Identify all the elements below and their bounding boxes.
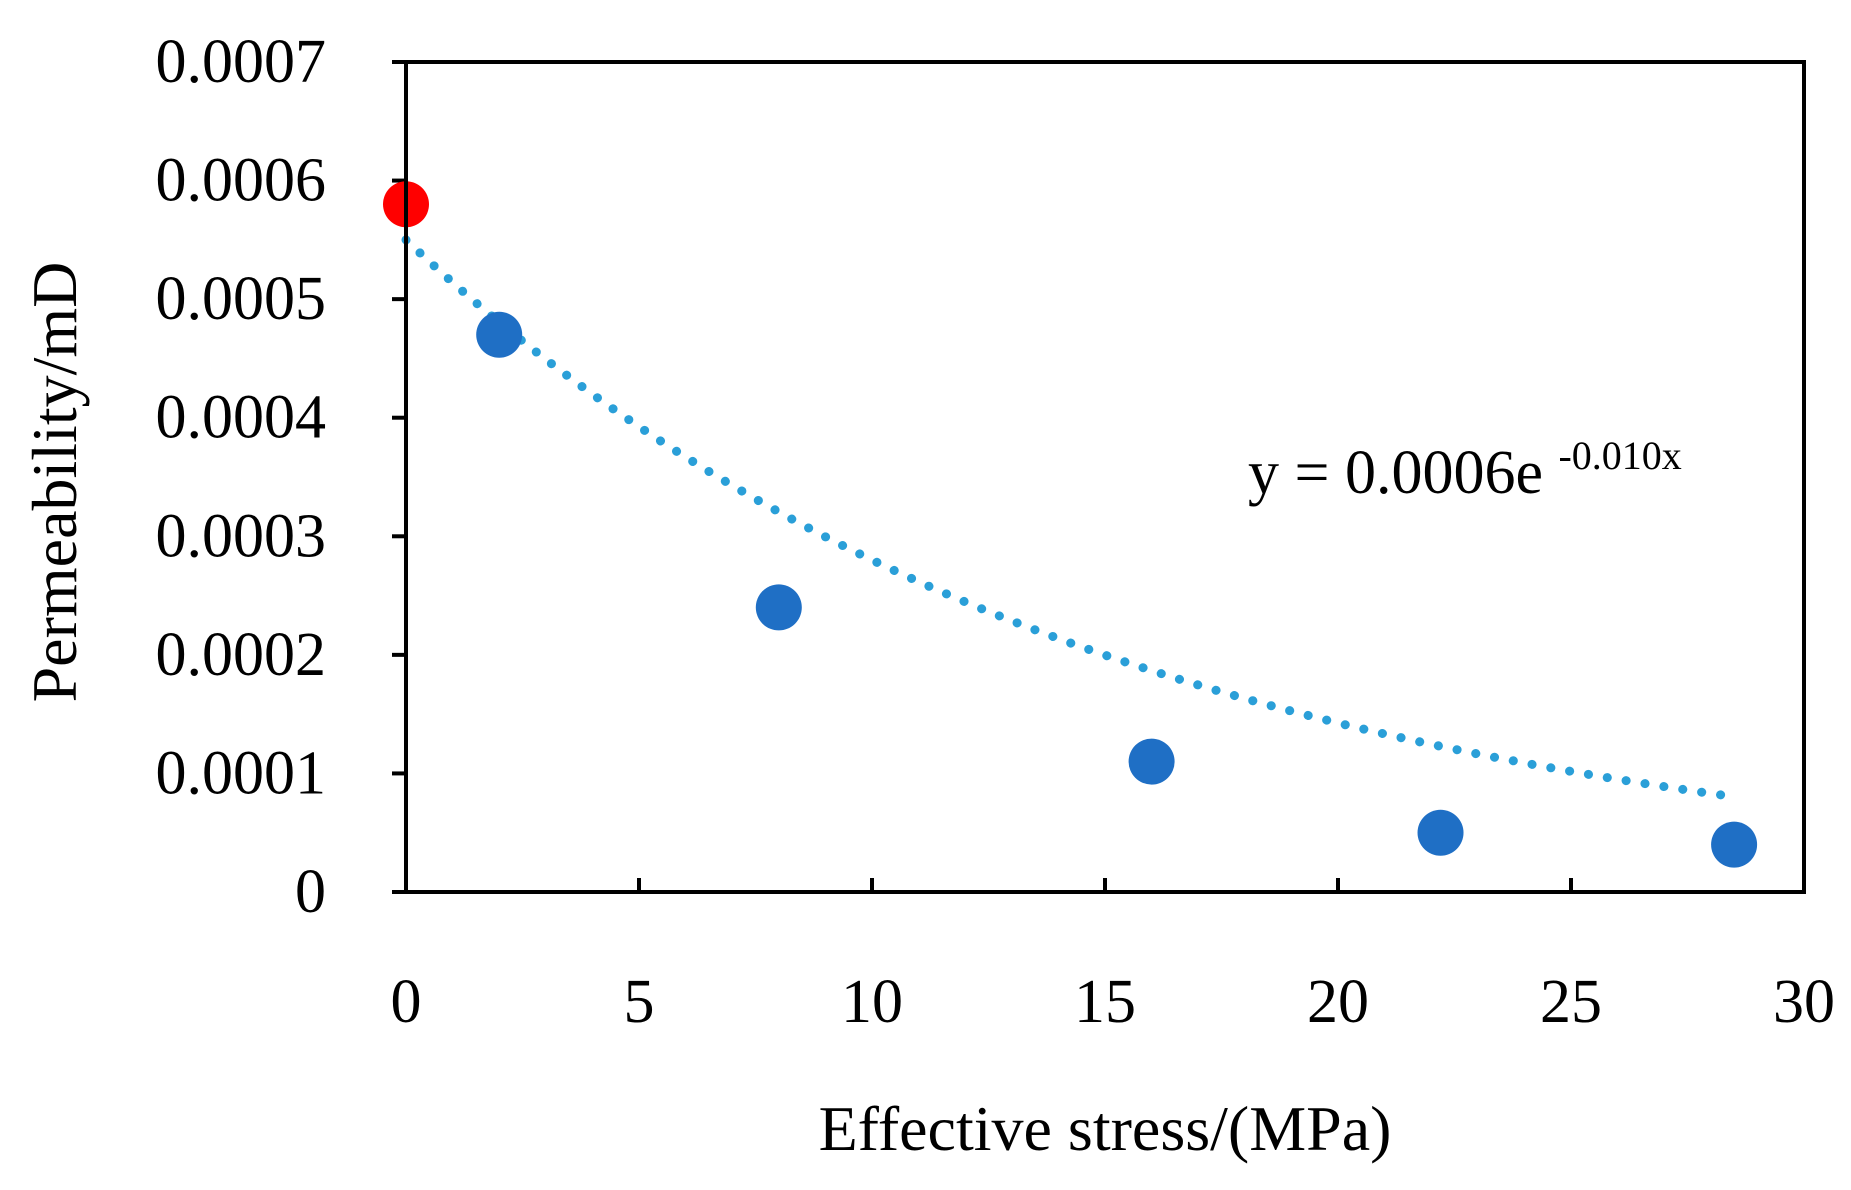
y-tick-label: 0.0007 — [156, 28, 327, 96]
data-point — [1711, 821, 1758, 868]
y-axis: 0 0.0001 0.0002 0.0003 0.0004 0.0005 0.0006 0.0… — [156, 28, 406, 926]
x-tick-label: 10 — [841, 968, 903, 1036]
x-axis-title: Effective stress/(MPa) — [819, 1093, 1392, 1164]
x-tick-label: 20 — [1307, 968, 1369, 1036]
x-tick-label: 0 — [391, 968, 422, 1036]
y-tick-label: 0.0001 — [156, 739, 327, 807]
trendline — [401, 235, 1739, 802]
y-tick-label: 0.0002 — [156, 621, 327, 689]
y-tick-label: 0.0003 — [156, 502, 327, 570]
y-axis-title: Permeability/mD — [19, 262, 90, 703]
x-tick-label: 30 — [1773, 968, 1835, 1036]
equation-base: y = 0.0006e — [1248, 439, 1543, 507]
plot-area-frame — [404, 60, 1806, 894]
x-axis: 0 5 10 15 20 25 30 — [391, 878, 1835, 1036]
x-tick-label: 15 — [1074, 968, 1136, 1036]
data-point — [476, 311, 523, 358]
x-tick-label: 5 — [624, 968, 655, 1036]
equation-exponent: -0.010x — [1558, 433, 1681, 478]
y-tick-label: 0 — [295, 858, 326, 926]
y-tick-label: 0.0006 — [156, 147, 327, 215]
y-tick-label: 0.0004 — [156, 384, 327, 452]
y-tick-label: 0.0005 — [156, 265, 327, 333]
data-point — [1128, 738, 1175, 785]
trendline-equation: y = 0.0006e -0.010x — [1248, 433, 1682, 507]
data-point — [755, 584, 802, 631]
data-point — [1417, 809, 1464, 856]
x-tick-label: 25 — [1540, 968, 1602, 1036]
